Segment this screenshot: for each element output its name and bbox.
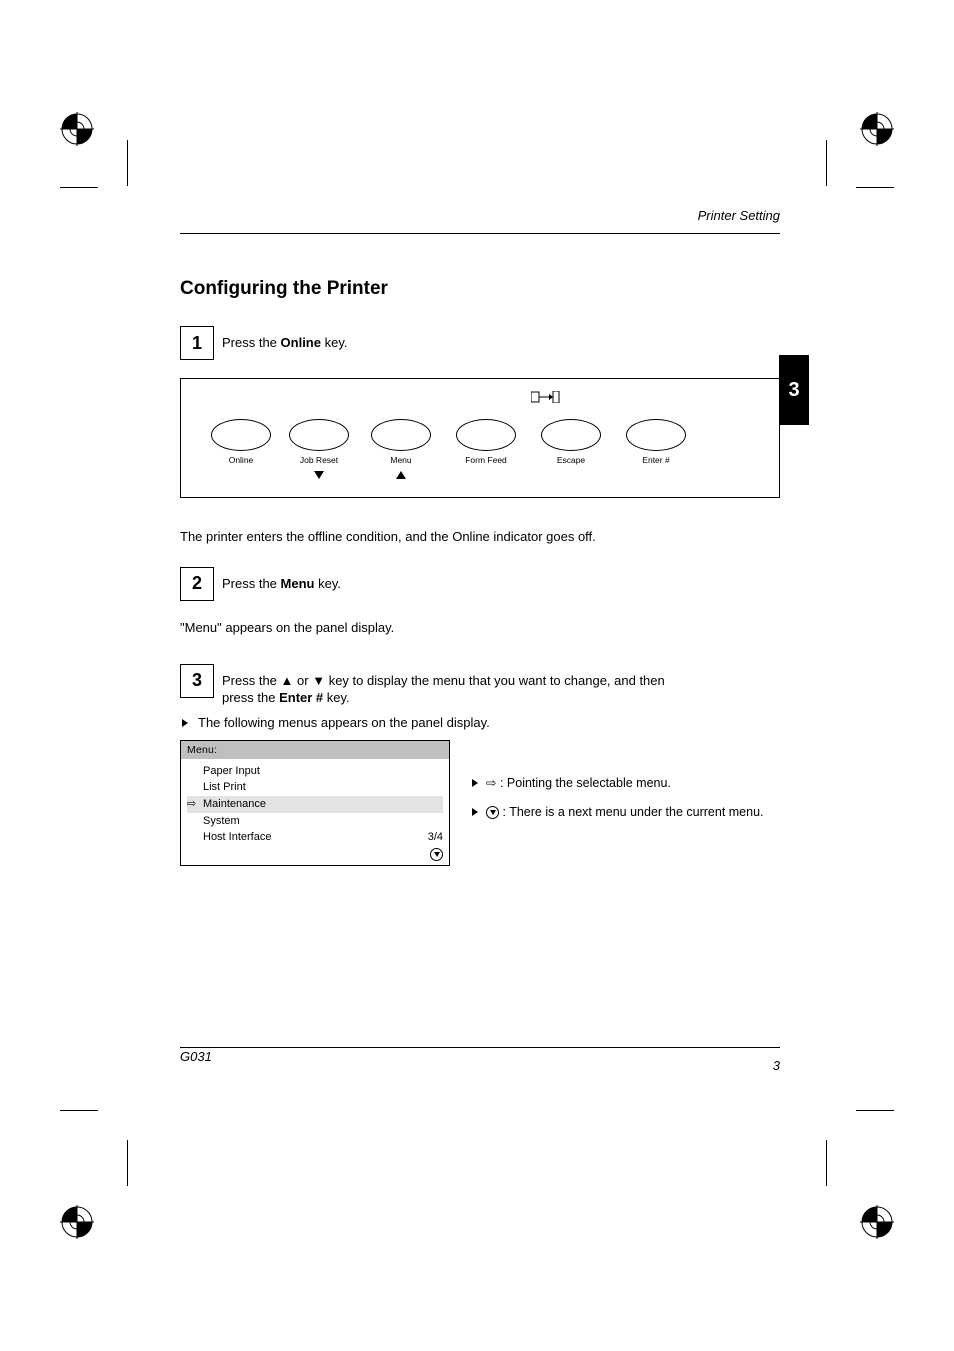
registration-mark-icon (860, 1205, 894, 1239)
pointer-arrow-icon: ⇨ (187, 798, 196, 811)
footer-model: G031 (180, 1049, 212, 1064)
menu-body: Paper Input List Print ⇨ Maintenance Syst… (181, 759, 449, 865)
more-down-icon (486, 806, 499, 819)
step-number: 1 (180, 326, 214, 360)
menu-item-label: Maintenance (203, 798, 266, 810)
page-content: Printer Setting Configuring the Printer … (180, 200, 780, 866)
registration-mark-icon (60, 1205, 94, 1239)
crop-guide (826, 140, 827, 186)
menu-item-label: Host Interface (203, 831, 271, 843)
registration-mark-icon (860, 112, 894, 146)
header-title: Printer Setting (698, 208, 780, 223)
down-triangle-icon (314, 471, 324, 479)
registration-mark-icon (60, 112, 94, 146)
crop-guide (127, 1140, 128, 1186)
chapter-tab: 3 (779, 355, 809, 425)
more-down-icon (430, 848, 443, 861)
menu-item-label: List Print (203, 781, 246, 793)
crop-guide (60, 1110, 98, 1111)
menu-explanation: ⇨ : Pointing the selectable menu. : Ther… (472, 740, 764, 832)
form-feed-button (456, 419, 516, 451)
menu-page-indicator: 3/4 (428, 831, 443, 844)
menu-label: Menu (366, 456, 436, 465)
key-name: ▼ (312, 673, 325, 688)
menu-item-label: System (203, 815, 240, 827)
explain-point: ⇨ : Pointing the selectable menu. (472, 774, 764, 793)
enter-button (626, 419, 686, 451)
explain-text: : There is a next menu under the current… (486, 805, 764, 819)
step-text: Press the ▲ or ▼ key to display the menu… (222, 664, 780, 707)
crop-guide (127, 140, 128, 186)
menu-item: System (187, 813, 443, 830)
explain-point: : There is a next menu under the current… (472, 803, 764, 822)
text: key. (321, 335, 348, 350)
menu-preview-row: Menu: Paper Input List Print ⇨ Maintenanc… (180, 740, 780, 866)
control-panel-diagram: Online Job Reset Menu Form Feed Escape E… (180, 378, 780, 498)
step-text: Press the Online key. (222, 326, 780, 352)
text: key to display the menu that you want to… (325, 673, 665, 688)
step-2: 2 Press the Menu key. (180, 567, 780, 601)
key-name: Menu (281, 576, 315, 591)
explain-text: ⇨ : Pointing the selectable menu. (486, 776, 671, 790)
menu-item: List Print (187, 779, 443, 796)
crop-guide (856, 1110, 894, 1111)
crop-guide (60, 187, 98, 188)
key-name: ▲ (281, 673, 294, 688)
key-name: Enter # (279, 690, 323, 705)
text: or (293, 673, 312, 688)
text: : Pointing the selectable menu. (500, 776, 671, 790)
online-button (211, 419, 271, 451)
menu-item: Paper Input (187, 763, 443, 780)
text: Press the (222, 673, 281, 688)
online-label: Online (206, 456, 276, 465)
step-text: Press the Menu key. (222, 567, 780, 593)
key-name: Online (281, 335, 321, 350)
menu-title: Menu: (181, 741, 449, 759)
result-line: The following menus appears on the panel… (180, 715, 780, 730)
header-rule (180, 233, 780, 234)
panel-display-box: Menu: Paper Input List Print ⇨ Maintenanc… (180, 740, 450, 866)
text: : There is a next menu under the current… (502, 805, 763, 819)
text: key. (323, 690, 350, 705)
escape-label: Escape (536, 456, 606, 465)
menu-result-paragraph: "Menu" appears on the panel display. (180, 619, 780, 638)
escape-button (541, 419, 601, 451)
step-1: 1 Press the Online key. (180, 326, 780, 360)
crop-guide (856, 187, 894, 188)
step-number: 2 (180, 567, 214, 601)
menu-item-label: Paper Input (203, 765, 260, 777)
footer-page-number: 3 (773, 1058, 780, 1073)
section-title: Configuring the Printer (180, 278, 780, 300)
form-feed-label: Form Feed (451, 456, 521, 465)
footer-rule (180, 1047, 780, 1048)
data-in-icon (531, 390, 561, 402)
menu-item: Host Interface 3/4 (187, 829, 443, 846)
menu-more-indicator (187, 846, 443, 861)
footer: G031 3 (180, 1047, 780, 1073)
step-number: 3 (180, 664, 214, 698)
up-triangle-icon (396, 471, 406, 479)
menu-button (371, 419, 431, 451)
text: Press the (222, 335, 281, 350)
enter-label: Enter # (621, 456, 691, 465)
text: Press the (222, 576, 281, 591)
step-3: 3 Press the ▲ or ▼ key to display the me… (180, 664, 780, 707)
job-reset-label: Job Reset (284, 456, 354, 465)
crop-guide (826, 1140, 827, 1186)
text: press the (222, 690, 279, 705)
text: key. (314, 576, 341, 591)
menu-item-selected: ⇨ Maintenance (187, 796, 443, 813)
offline-paragraph: The printer enters the offline condition… (180, 528, 780, 547)
job-reset-button (289, 419, 349, 451)
